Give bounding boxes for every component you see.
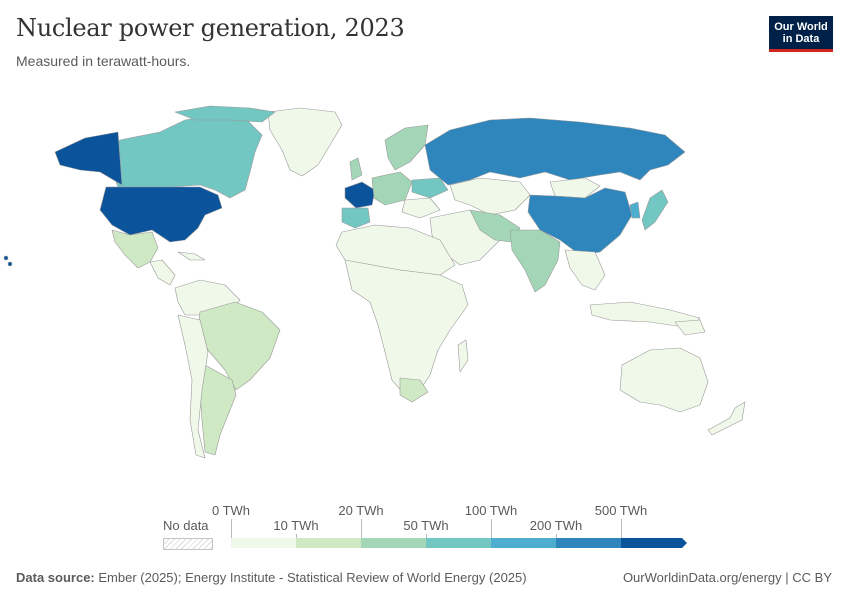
region-france[interactable] bbox=[344, 181, 376, 209]
chart-subtitle: Measured in terawatt-hours. bbox=[16, 53, 191, 69]
region-canada-islands[interactable] bbox=[174, 105, 276, 123]
region-india[interactable] bbox=[509, 229, 561, 293]
legend-arrow-tip bbox=[682, 538, 687, 548]
source-text: Ember (2025); Energy Institute - Statist… bbox=[98, 570, 527, 585]
legend-tick-label-upper: 100 TWh bbox=[464, 503, 518, 518]
region-hawaii[interactable] bbox=[3, 255, 9, 261]
region-alaska[interactable] bbox=[54, 131, 123, 186]
region-eastern-europe[interactable] bbox=[401, 197, 441, 219]
region-scandinavia[interactable] bbox=[384, 124, 429, 171]
region-central-america[interactable] bbox=[149, 259, 176, 286]
region-korea[interactable] bbox=[629, 201, 641, 219]
region-spain[interactable] bbox=[341, 207, 371, 229]
region-argentina[interactable] bbox=[199, 364, 237, 456]
footer-url[interactable]: OurWorldinData.org/energy | CC BY bbox=[622, 570, 832, 585]
legend-tick-label-upper: 0 TWh bbox=[211, 503, 251, 518]
region-greenland[interactable] bbox=[267, 107, 343, 177]
legend-tick-label-lower: 50 TWh bbox=[403, 518, 449, 533]
legend-bin bbox=[621, 538, 682, 548]
legend-bin bbox=[556, 538, 621, 548]
region-japan[interactable] bbox=[641, 189, 669, 231]
legend-tick bbox=[361, 519, 362, 538]
legend-bin bbox=[296, 538, 361, 548]
region-uk[interactable] bbox=[349, 157, 363, 181]
region-south-africa[interactable] bbox=[399, 377, 429, 403]
region-southeast-asia[interactable] bbox=[564, 249, 606, 291]
region-australia[interactable] bbox=[619, 347, 709, 413]
region-canada[interactable] bbox=[107, 114, 263, 199]
legend-no-data-swatch bbox=[163, 538, 213, 550]
legend-tick bbox=[231, 519, 232, 538]
region-mongolia[interactable] bbox=[549, 177, 601, 199]
region-andes[interactable] bbox=[177, 314, 209, 459]
region-africa-central[interactable] bbox=[344, 259, 469, 396]
legend-tick-label-lower: 200 TWh bbox=[529, 518, 583, 533]
legend-tick-label-lower: 10 TWh bbox=[273, 518, 319, 533]
world-map bbox=[3, 105, 746, 459]
legend-tick bbox=[491, 519, 492, 538]
logo-line-1: Our World bbox=[774, 21, 828, 33]
region-united-states[interactable] bbox=[99, 186, 223, 243]
legend-tick bbox=[621, 519, 622, 538]
region-hawaii-2[interactable] bbox=[7, 261, 13, 267]
legend-bin bbox=[361, 538, 426, 548]
logo-line-2: in Data bbox=[782, 33, 820, 45]
legend-tick-label-upper: 500 TWh bbox=[594, 503, 648, 518]
region-madagascar[interactable] bbox=[457, 339, 469, 373]
legend-tick bbox=[556, 534, 557, 538]
legend-no-data-label: No data bbox=[163, 518, 209, 533]
region-central-asia[interactable] bbox=[449, 177, 531, 216]
region-caribbean[interactable] bbox=[177, 251, 206, 261]
legend-tick bbox=[426, 534, 427, 538]
region-png[interactable] bbox=[674, 319, 706, 336]
legend-bin bbox=[231, 538, 296, 548]
source-label: Data source: bbox=[16, 570, 95, 585]
region-new-zealand[interactable] bbox=[707, 401, 746, 436]
footer-source: Data source: Ember (2025); Energy Instit… bbox=[16, 570, 527, 585]
chart-title: Nuclear power generation, 2023 bbox=[16, 14, 405, 42]
owid-logo[interactable]: Our World in Data bbox=[769, 16, 833, 52]
legend-bin bbox=[426, 538, 491, 548]
legend-tick-label-upper: 20 TWh bbox=[338, 503, 384, 518]
legend: No data 0 TWh 20 TWh 100 TWh 500 TWh 10 TWh 5… bbox=[0, 495, 850, 565]
legend-tick bbox=[296, 534, 297, 538]
legend-bin bbox=[491, 538, 556, 548]
region-ukraine[interactable] bbox=[411, 177, 449, 199]
region-russia[interactable] bbox=[424, 117, 686, 186]
